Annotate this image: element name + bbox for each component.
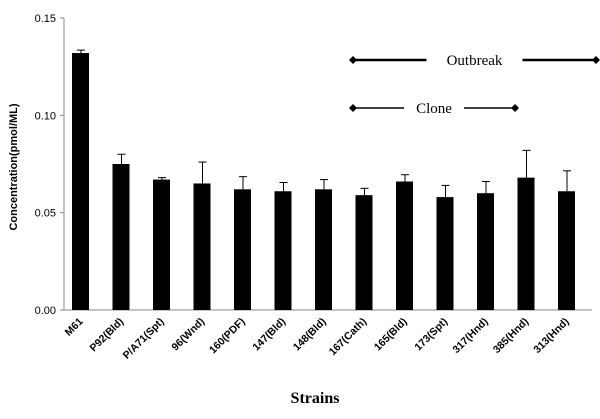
diamond-marker (511, 104, 519, 112)
x-tick-label: 173(Spt) (412, 316, 450, 354)
x-tick-label: 147(Bld) (250, 316, 288, 354)
x-tick-label: 167(Cath) (327, 316, 369, 358)
y-tick-label: 0.00 (35, 305, 56, 317)
x-tick-label: 96(Wnd) (169, 316, 207, 354)
x-tick-label: P/A71(Spt) (121, 316, 167, 362)
bar (153, 179, 170, 310)
bar (396, 181, 413, 310)
annotations: Outbreak Clone (349, 53, 600, 117)
y-tick-label: 0.10 (35, 110, 56, 122)
bar (558, 191, 575, 310)
diamond-marker (349, 104, 357, 112)
x-axis-label: Strains (291, 390, 340, 407)
annotation-label: Outbreak (447, 53, 503, 69)
bar (517, 177, 535, 310)
diamond-marker (592, 56, 600, 64)
bar (193, 183, 211, 310)
x-tick-label: 160(PDF) (207, 316, 248, 357)
x-tick-label: 385(Hnd) (491, 316, 531, 356)
diamond-marker (349, 56, 357, 64)
y-tick-label: 0.05 (35, 208, 56, 220)
bar (436, 197, 454, 310)
bar (72, 53, 89, 310)
bar (234, 189, 251, 310)
bar (112, 164, 130, 310)
error-bars (77, 49, 571, 198)
x-tick-label: 313(Hnd) (531, 316, 571, 356)
bar (477, 193, 494, 310)
x-tick-label: 317(Hnd) (450, 316, 490, 356)
y-tick-label: 0.15 (35, 13, 56, 25)
x-tick-label: 165(Bld) (372, 316, 410, 354)
bar (355, 195, 373, 310)
x-tick-label: P92(Bld) (88, 316, 127, 355)
bars (72, 53, 575, 310)
y-axis-label: Concentration(pmol/ML) (8, 103, 20, 230)
bar (315, 189, 332, 310)
x-tick-label: 148(Bld) (291, 316, 329, 354)
annotation-label: Clone (416, 101, 452, 117)
x-tick-label: M61 (63, 316, 86, 339)
bar (274, 191, 292, 310)
